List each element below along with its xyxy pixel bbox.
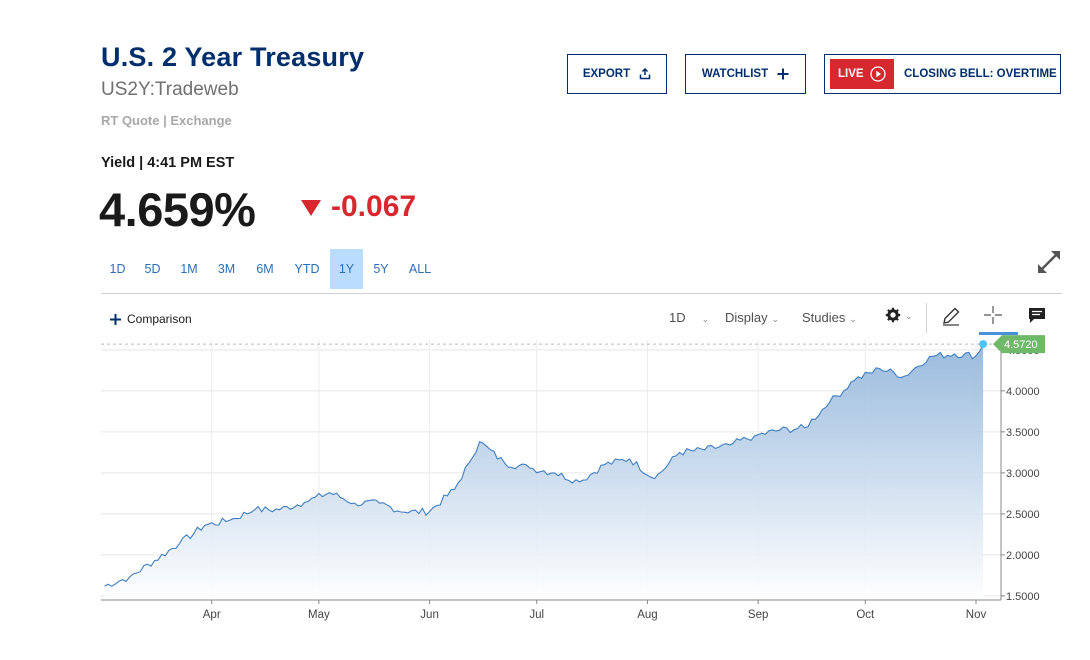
range-6m[interactable]: 6M (256, 262, 274, 276)
play-icon (869, 66, 886, 82)
range-ytd[interactable]: YTD (294, 262, 320, 276)
display-dropdown[interactable]: Display ⌄ (725, 310, 779, 325)
y-tick-label: 3.5000 (1006, 427, 1040, 439)
live-label: LIVE (838, 68, 864, 80)
down-arrow-icon (301, 200, 321, 216)
last-price-marker (979, 340, 988, 349)
draw-pencil-icon[interactable] (941, 306, 961, 326)
divider (101, 293, 1062, 294)
y-tick-label: 3.0000 (1006, 468, 1040, 480)
plus-icon (777, 68, 789, 80)
toolbar-divider (926, 303, 927, 333)
range-selector: 1D 5D 1M 3M 6M YTD 1Y 5Y ALL (101, 249, 441, 289)
range-5y[interactable]: 5Y (373, 262, 389, 276)
yield-line (104, 343, 984, 587)
plus-icon (110, 313, 121, 325)
comparison-label: Comparison (127, 312, 192, 326)
x-tick-label: Aug (637, 609, 657, 621)
watchlist-button[interactable]: WATCHLIST (685, 54, 806, 94)
price-change: -0.067 (331, 190, 417, 223)
chevron-down-icon: ⌄ (905, 311, 913, 321)
x-tick-label: Apr (203, 609, 221, 621)
range-1m[interactable]: 1M (180, 262, 198, 276)
live-badge: LIVE (830, 59, 894, 89)
settings-dropdown[interactable]: ⌄ (885, 307, 913, 323)
comparison-button[interactable]: Comparison (110, 312, 192, 326)
y-tick-label: 2.5000 (1006, 509, 1040, 521)
chevron-down-icon: ⌄ (849, 313, 857, 324)
x-axis: Apr May Jun Jul Aug Sep Oct Nov (203, 600, 987, 621)
x-tick-label: Sep (748, 609, 768, 621)
x-tick-label: May (308, 609, 330, 621)
chevron-down-icon: ⌄ (771, 313, 780, 324)
studies-dropdown[interactable]: Studies ⌄ (802, 310, 857, 325)
interval-dropdown[interactable]: 1D ⌄ (669, 310, 709, 325)
x-tick-label: Jun (420, 609, 439, 621)
live-button[interactable]: LIVE CLOSING BELL: OVERTIME (824, 54, 1061, 94)
range-3m[interactable]: 3M (217, 262, 236, 276)
last-price-value: 4.5720 (1004, 339, 1038, 351)
x-tick-label: Jul (529, 609, 544, 621)
symbol-label: US2Y:Tradeweb (101, 79, 239, 100)
display-label: Display (725, 310, 768, 325)
yield-timestamp: Yield | 4:41 PM EST (101, 155, 235, 171)
price-value: 4.659% (99, 183, 256, 236)
range-5d[interactable]: 5D (144, 262, 161, 276)
yield-area (104, 344, 984, 600)
gear-icon (885, 307, 901, 323)
studies-label: Studies (802, 310, 846, 325)
y-tick-label: 4.0000 (1006, 386, 1040, 398)
page-title: U.S. 2 Year Treasury (101, 42, 365, 72)
y-tick-label: 1.5000 (1006, 591, 1040, 603)
watchlist-label: WATCHLIST (701, 68, 769, 80)
comment-icon[interactable] (1028, 307, 1046, 324)
active-tool-indicator (979, 332, 1018, 335)
y-tick-label: 2.0000 (1006, 550, 1040, 562)
x-tick-label: Oct (856, 609, 875, 621)
range-1y[interactable]: 1Y (330, 249, 363, 289)
x-tick-label: Nov (966, 609, 987, 621)
interval-label: 1D (669, 310, 686, 325)
last-price-badge: 4.5720 (993, 335, 1045, 354)
range-1d[interactable]: 1D (109, 262, 126, 276)
quote-source: RT Quote | Exchange (101, 113, 232, 128)
crosshair-icon[interactable] (984, 306, 1002, 324)
y-axis: 1.50002.00002.50003.00003.50004.00004.50… (1001, 345, 1040, 603)
range-all[interactable]: ALL (408, 262, 432, 276)
export-button[interactable]: EXPORT (567, 54, 667, 94)
chevron-down-icon: ⌄ (701, 313, 710, 324)
export-label: EXPORT (582, 68, 631, 80)
closing-bell-label: CLOSING BELL: OVERTIME (904, 68, 1057, 80)
expand-icon[interactable] (1036, 249, 1062, 275)
share-icon (639, 68, 651, 80)
